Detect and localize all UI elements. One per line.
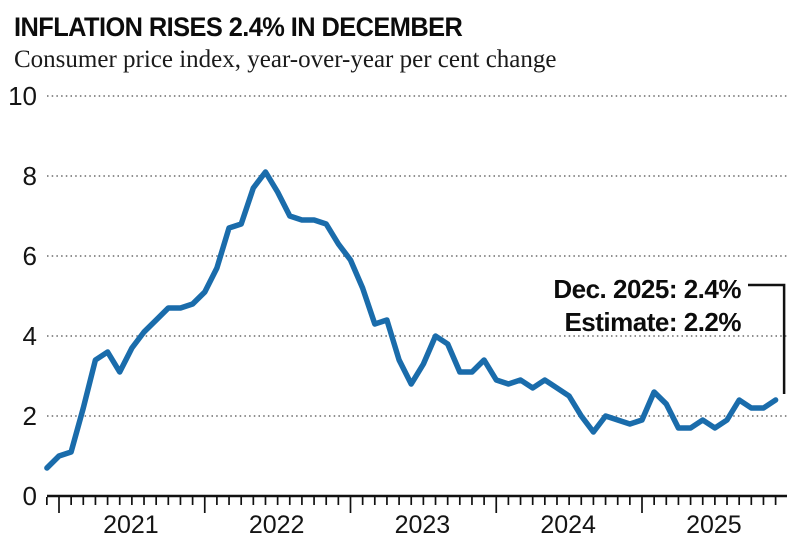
y-axis-label: 0 [23, 481, 37, 511]
annotation-bracket-line [748, 283, 786, 394]
chart-subtitle: Consumer price index, year-over-year per… [14, 46, 557, 73]
y-axis-label: 4 [23, 321, 37, 351]
x-axis-year-label: 2022 [249, 511, 305, 539]
x-axis-year-label: 2025 [686, 511, 742, 539]
y-axis-label: 2 [23, 401, 37, 431]
x-axis [46, 494, 787, 513]
x-axis-year-label: 2024 [540, 511, 596, 539]
y-axis-labels: 0 2 4 6 8 10 [8, 81, 37, 511]
y-axis-label: 10 [8, 81, 37, 111]
x-axis-year-label: 2021 [103, 511, 159, 539]
y-axis-label: 8 [23, 161, 37, 191]
x-axis-year-labels: 2021 2022 2023 2024 2025 [103, 511, 742, 539]
cpi-data-line [44, 169, 779, 471]
annotation-estimate-label: Estimate: 2.2% [564, 307, 741, 337]
annotation-callout: Dec. 2025: 2.4% Estimate: 2.2% [553, 274, 786, 394]
gridlines [47, 95, 787, 417]
x-axis-year-label: 2023 [395, 511, 451, 539]
annotation-value-label: Dec. 2025: 2.4% [553, 274, 741, 304]
y-axis-label: 6 [23, 241, 37, 271]
chart-title: INFLATION RISES 2.4% IN DECEMBER [14, 12, 463, 42]
